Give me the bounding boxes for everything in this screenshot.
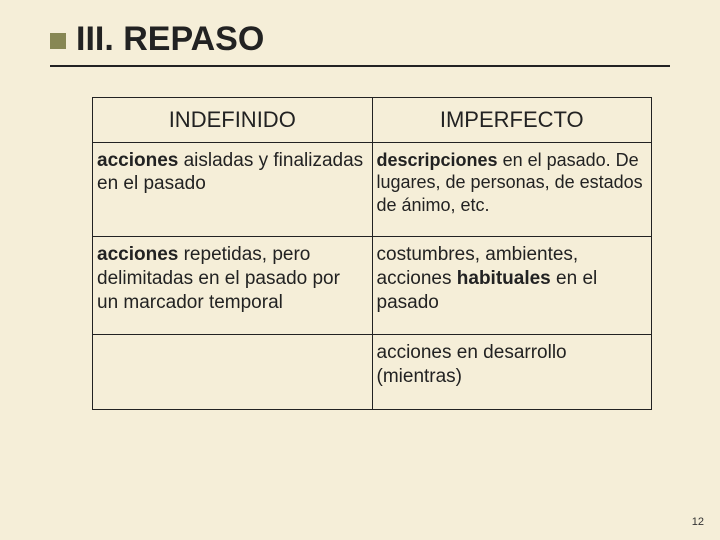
title-block: III. REPASO — [50, 20, 670, 59]
title-rule — [50, 65, 670, 67]
table-row: acciones en desarrollo (mientras) — [93, 335, 652, 410]
comparison-table: INDEFINIDO IMPERFECTO acciones aisladas … — [92, 97, 652, 410]
bold-text: acciones — [97, 244, 178, 265]
page-title: III. REPASO — [76, 20, 264, 59]
cell-imperfecto-3: acciones en desarrollo (mientras) — [372, 335, 652, 410]
bold-text: descripciones — [377, 150, 498, 170]
table-row: acciones repetidas, pero delimitadas en … — [93, 237, 652, 335]
slide: III. REPASO INDEFINIDO IMPERFECTO accion… — [0, 0, 720, 540]
bold-text: acciones — [97, 150, 178, 171]
table-header-row: INDEFINIDO IMPERFECTO — [93, 98, 652, 143]
table-row: acciones aisladas y finalizadas en el pa… — [93, 142, 652, 237]
cell-indefinido-2: acciones repetidas, pero delimitadas en … — [93, 237, 373, 335]
cell-indefinido-3 — [93, 335, 373, 410]
header-indefinido: INDEFINIDO — [93, 98, 373, 143]
cell-indefinido-1: acciones aisladas y finalizadas en el pa… — [93, 142, 373, 237]
cell-imperfecto-1: descripciones en el pasado. De lugares, … — [372, 142, 652, 237]
page-number: 12 — [692, 516, 704, 528]
bold-text: habituales — [457, 268, 551, 289]
header-imperfecto: IMPERFECTO — [372, 98, 652, 143]
title-bullet-icon — [50, 33, 66, 49]
cell-imperfecto-2: costumbres, ambientes, acciones habitual… — [372, 237, 652, 335]
